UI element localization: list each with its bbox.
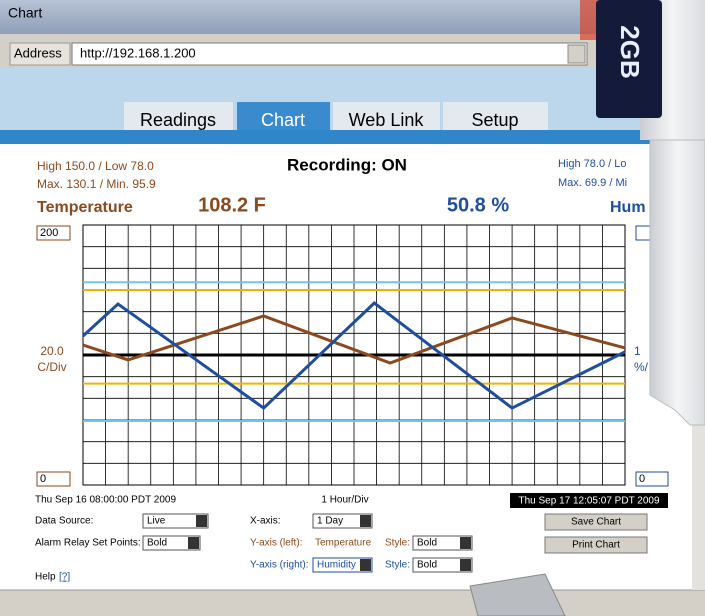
button-label: Save Chart bbox=[571, 517, 621, 528]
control-label: Data Source: bbox=[35, 516, 93, 527]
select-arrow bbox=[460, 559, 471, 571]
select-arrow bbox=[196, 515, 207, 527]
sensor-reading: 108.2 F bbox=[198, 194, 266, 216]
device-body bbox=[650, 140, 705, 425]
y-scale-unit: C/Div bbox=[37, 360, 66, 374]
device-label: 2GB bbox=[615, 25, 645, 78]
select-value: 1 Day bbox=[317, 516, 343, 527]
select-arrow bbox=[360, 559, 371, 571]
plot bbox=[83, 225, 625, 485]
control-value: Temperature bbox=[315, 538, 372, 549]
select-arrow bbox=[188, 537, 199, 549]
select-value: Bold bbox=[417, 538, 437, 549]
help: Help bbox=[35, 572, 56, 583]
x-start: Thu Sep 16 08:00:00 PDT 2009 bbox=[35, 495, 176, 506]
high-low: High 78.0 / Lo bbox=[558, 158, 627, 170]
address-text: http://192.168.1.200 bbox=[80, 45, 196, 60]
window-title: Chart bbox=[8, 5, 42, 21]
high-low: High 150.0 / Low 78.0 bbox=[37, 159, 154, 173]
tab-label: Web Link bbox=[349, 110, 425, 130]
tab-label: Chart bbox=[261, 110, 305, 130]
control-label: Alarm Relay Set Points: bbox=[35, 538, 141, 549]
max-min: Max. 69.9 / Mi bbox=[558, 177, 627, 189]
control-label: Y-axis (left): bbox=[250, 538, 302, 549]
select-value: Humidity bbox=[317, 560, 356, 571]
y2-tick-label: 0 bbox=[639, 473, 645, 485]
sensor-reading: 50.8 % bbox=[447, 194, 509, 216]
tab-label: Readings bbox=[140, 110, 216, 130]
y2-scale-unit: %/ bbox=[634, 360, 649, 374]
select-arrow bbox=[360, 515, 371, 527]
y-tick-label: 0 bbox=[40, 473, 46, 485]
help-link[interactable]: [?] bbox=[59, 572, 70, 583]
select-arrow bbox=[460, 537, 471, 549]
recording-status: Recording: ON bbox=[287, 155, 407, 174]
button-label: Print Chart bbox=[572, 540, 620, 551]
y-scale: 20.0 bbox=[40, 344, 64, 358]
address-label: Address bbox=[14, 45, 62, 60]
select-value: Bold bbox=[417, 560, 437, 571]
control-label: Y-axis (right): bbox=[250, 560, 309, 571]
max-min: Max. 130.1 / Min. 95.9 bbox=[37, 177, 156, 191]
tab-label: Setup bbox=[471, 110, 518, 130]
screen: Chart Address http://192.168.1.200 Readi… bbox=[0, 0, 705, 616]
tab-strip bbox=[0, 130, 705, 144]
x-end: Thu Sep 17 12:05:07 PDT 2009 bbox=[518, 496, 659, 507]
control-label: X-axis: bbox=[250, 516, 281, 527]
control-label: Style: bbox=[385, 560, 410, 571]
y-tick-label: 200 bbox=[40, 227, 58, 239]
x-scale: 1 Hour/Div bbox=[321, 495, 368, 506]
select-value: Bold bbox=[147, 538, 167, 549]
select-value: Live bbox=[147, 516, 166, 527]
sensor-name: Temperature bbox=[37, 199, 133, 216]
address-dropdown[interactable] bbox=[568, 45, 585, 63]
sensor-name: Hum bbox=[610, 199, 646, 216]
y2-scale: 1 bbox=[634, 344, 641, 358]
control-label: Style: bbox=[385, 538, 410, 549]
status-bar bbox=[0, 590, 705, 616]
